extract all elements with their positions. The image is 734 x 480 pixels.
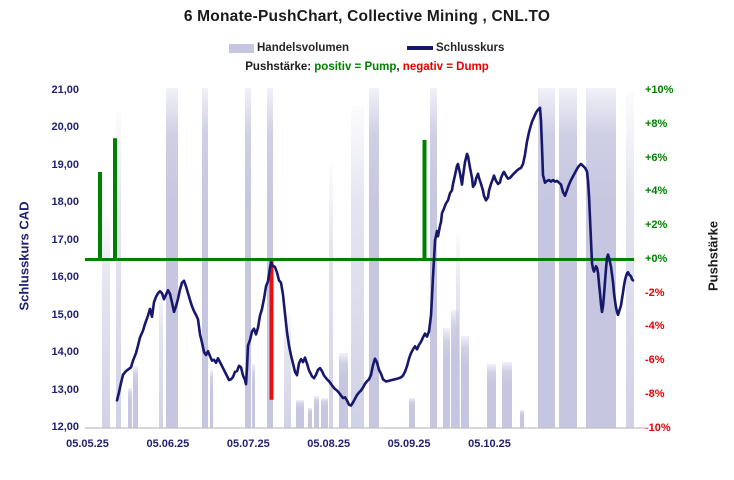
chart-title: 6 Monate-PushChart, Collective Mining , … bbox=[183, 8, 551, 25]
x-axis-tick: 05.09.25 bbox=[387, 438, 431, 450]
y-right-tick: -8% bbox=[645, 387, 665, 400]
volume-bar bbox=[461, 336, 469, 428]
y-right-tick: +0% bbox=[645, 252, 668, 265]
x-axis-tick: 05.06.25 bbox=[146, 438, 190, 450]
pump-bar bbox=[422, 139, 427, 260]
y-right-tick: -10% bbox=[645, 421, 671, 434]
volume-swatch-icon bbox=[229, 43, 254, 53]
legend-row: Handelsvolumen Schlusskurs bbox=[0, 40, 734, 56]
push-legend: Pushstärke: positiv = Pump, negativ = Du… bbox=[0, 61, 734, 73]
volume-bar bbox=[116, 112, 121, 428]
push-legend-separator: , bbox=[396, 61, 403, 73]
volume-bar bbox=[451, 310, 459, 428]
volume-bar bbox=[102, 213, 110, 428]
y-right-tick: +6% bbox=[645, 151, 668, 164]
pump-legend-label: positiv = Pump bbox=[314, 61, 397, 73]
volume-bar bbox=[314, 396, 319, 428]
legend-item-close: Schlusskurs bbox=[407, 40, 504, 56]
y-right-tick: -6% bbox=[645, 354, 665, 366]
volume-bar bbox=[210, 370, 213, 428]
volume-bar bbox=[487, 364, 496, 428]
y-right-tick: +4% bbox=[645, 185, 668, 198]
y-left-tick: 15,00 bbox=[51, 308, 79, 321]
volume-bar bbox=[329, 165, 333, 428]
y-left-tick: 16,00 bbox=[51, 271, 79, 284]
volume-bar bbox=[252, 364, 255, 428]
volume-bar bbox=[502, 362, 512, 428]
y-right-tick: +8% bbox=[645, 117, 668, 130]
x-axis-tick: 05.07.25 bbox=[226, 438, 270, 450]
volume-bar bbox=[443, 328, 450, 428]
volume-bar bbox=[520, 410, 524, 428]
y-left-tick: 18,00 bbox=[51, 196, 79, 209]
y-left-tick: 17,00 bbox=[51, 233, 79, 246]
x-axis-tick: 05.05.25 bbox=[66, 438, 109, 450]
volume-bar bbox=[159, 283, 163, 428]
volume-bar bbox=[128, 388, 132, 428]
volume-bar bbox=[296, 400, 304, 428]
volume-bar bbox=[133, 366, 138, 428]
close-price-line bbox=[115, 106, 635, 407]
x-axis-tick: 05.10.25 bbox=[468, 438, 511, 450]
pump-bar bbox=[98, 171, 102, 260]
legend-volume-label: Handelsvolumen bbox=[257, 42, 350, 54]
line-swatch-icon bbox=[407, 46, 433, 50]
volume-bar bbox=[308, 408, 312, 428]
legend-item-volume: Handelsvolumen bbox=[229, 40, 349, 56]
y-right-tick: +2% bbox=[645, 219, 668, 231]
y-right-tick: +10% bbox=[645, 84, 674, 96]
pump-dump-bars bbox=[98, 138, 427, 400]
x-axis-tick: 05.08.25 bbox=[307, 438, 351, 450]
dump-bar bbox=[269, 260, 274, 400]
pump-bar bbox=[113, 138, 117, 260]
volume-bar bbox=[284, 313, 291, 428]
y-left-tick: 14,00 bbox=[51, 346, 79, 359]
volume-bar bbox=[456, 233, 460, 428]
legend-close-label: Schlusskurs bbox=[436, 42, 505, 54]
zero-line bbox=[85, 257, 634, 261]
price-line-layer bbox=[85, 106, 648, 429]
y-right-tick: -4% bbox=[645, 320, 665, 333]
y-left-tick: 21,00 bbox=[51, 84, 79, 96]
volume-bar bbox=[409, 398, 415, 428]
y-right-tick: -2% bbox=[645, 286, 665, 299]
volume-bar bbox=[321, 398, 328, 428]
y-left-tick: 12,00 bbox=[51, 420, 79, 433]
volume-bar bbox=[339, 353, 348, 428]
y-left-tick: 20,00 bbox=[51, 121, 79, 134]
dump-legend-label: negativ = Dump bbox=[402, 61, 489, 73]
y-left-tick: 13,00 bbox=[51, 383, 79, 396]
volume-bar bbox=[351, 105, 364, 428]
y-left-tick: 19,00 bbox=[51, 158, 79, 171]
push-legend-prefix: Pushstärke: bbox=[245, 61, 315, 73]
